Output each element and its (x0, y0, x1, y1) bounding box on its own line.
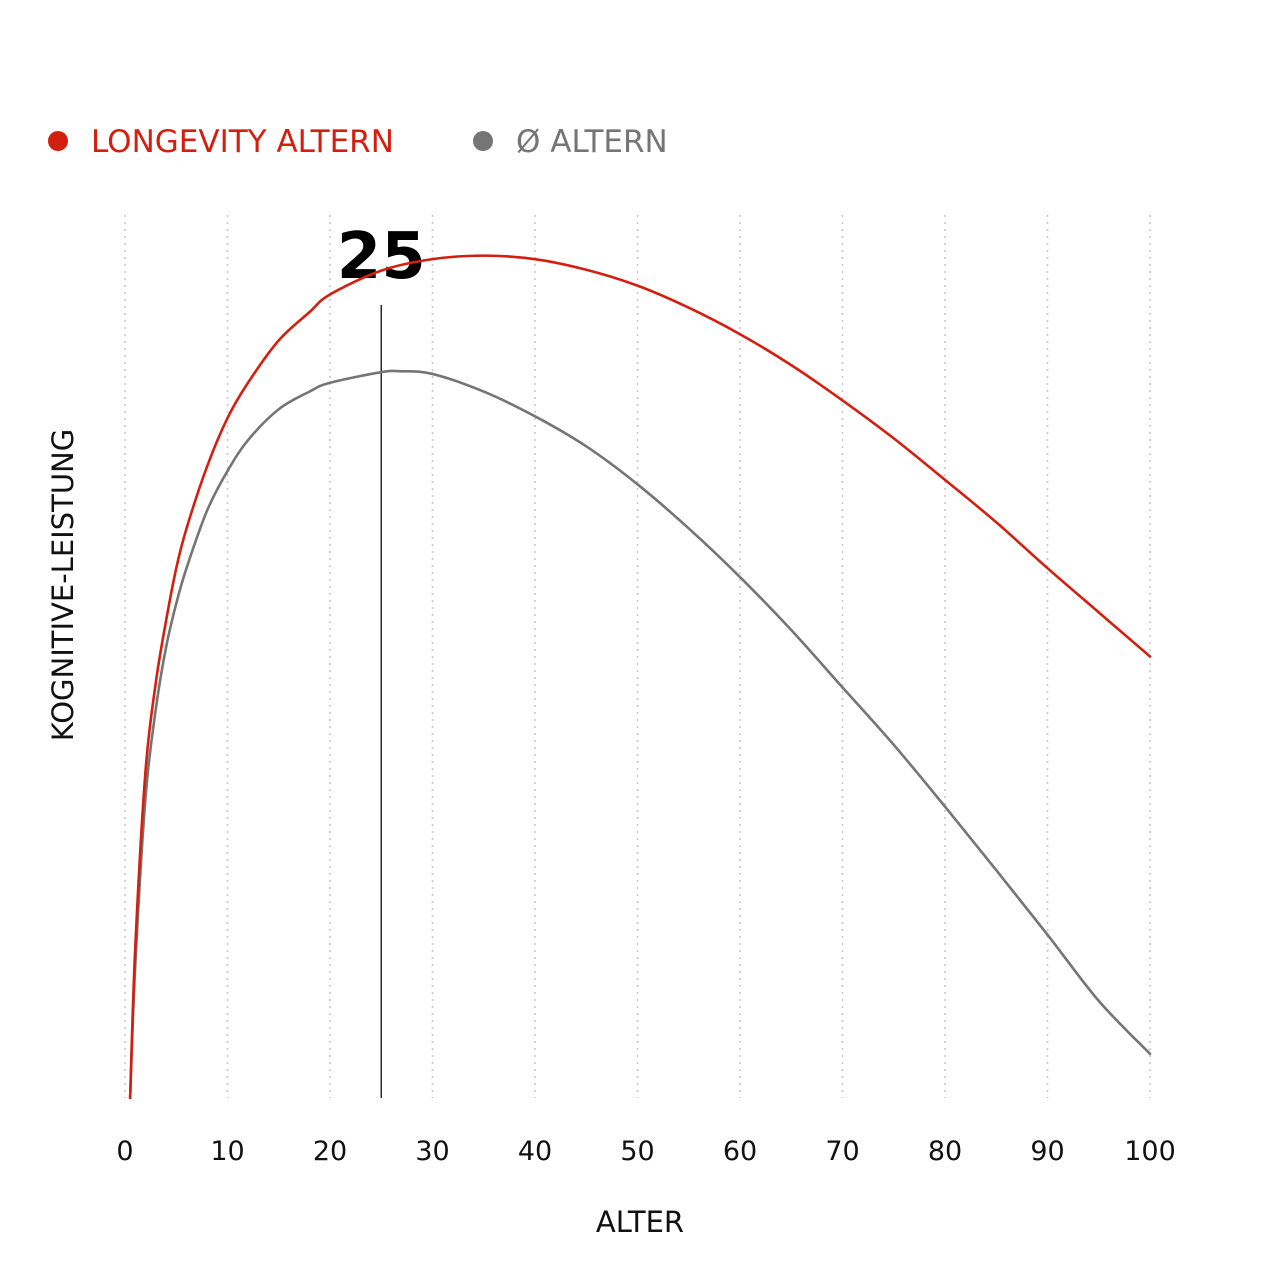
legend-dot-icon (48, 131, 68, 151)
legend-dot-icon (473, 131, 493, 151)
age-marker: 25 (337, 220, 426, 1098)
x-tick-label: 10 (210, 1136, 244, 1167)
x-tick-label: 40 (518, 1136, 552, 1167)
y-axis-label: KOGNITIVE-LEISTUNG (46, 429, 80, 741)
series-line-0 (128, 254, 1152, 1100)
x-tick-label: 0 (116, 1136, 133, 1167)
x-tick-label: 20 (313, 1136, 347, 1167)
x-tick-label: 100 (1124, 1136, 1176, 1167)
legend-label: Ø ALTERN (516, 124, 668, 160)
grid-lines (124, 215, 1151, 1098)
x-tick-label: 60 (723, 1136, 757, 1167)
x-tick-label: 80 (928, 1136, 962, 1167)
series-line-1 (128, 369, 1152, 1100)
x-tick-labels: 0 10 20 30 40 50 60 70 80 90 100 (116, 1136, 1175, 1167)
x-tick-label: 30 (415, 1136, 449, 1167)
legend: LONGEVITY ALTERN Ø ALTERN (48, 124, 668, 160)
legend-label: LONGEVITY ALTERN (91, 124, 394, 160)
x-axis-label: ALTER (596, 1205, 684, 1239)
x-tick-label: 90 (1030, 1136, 1064, 1167)
x-tick-label: 50 (620, 1136, 654, 1167)
series-lines (128, 254, 1152, 1100)
x-tick-label: 70 (825, 1136, 859, 1167)
